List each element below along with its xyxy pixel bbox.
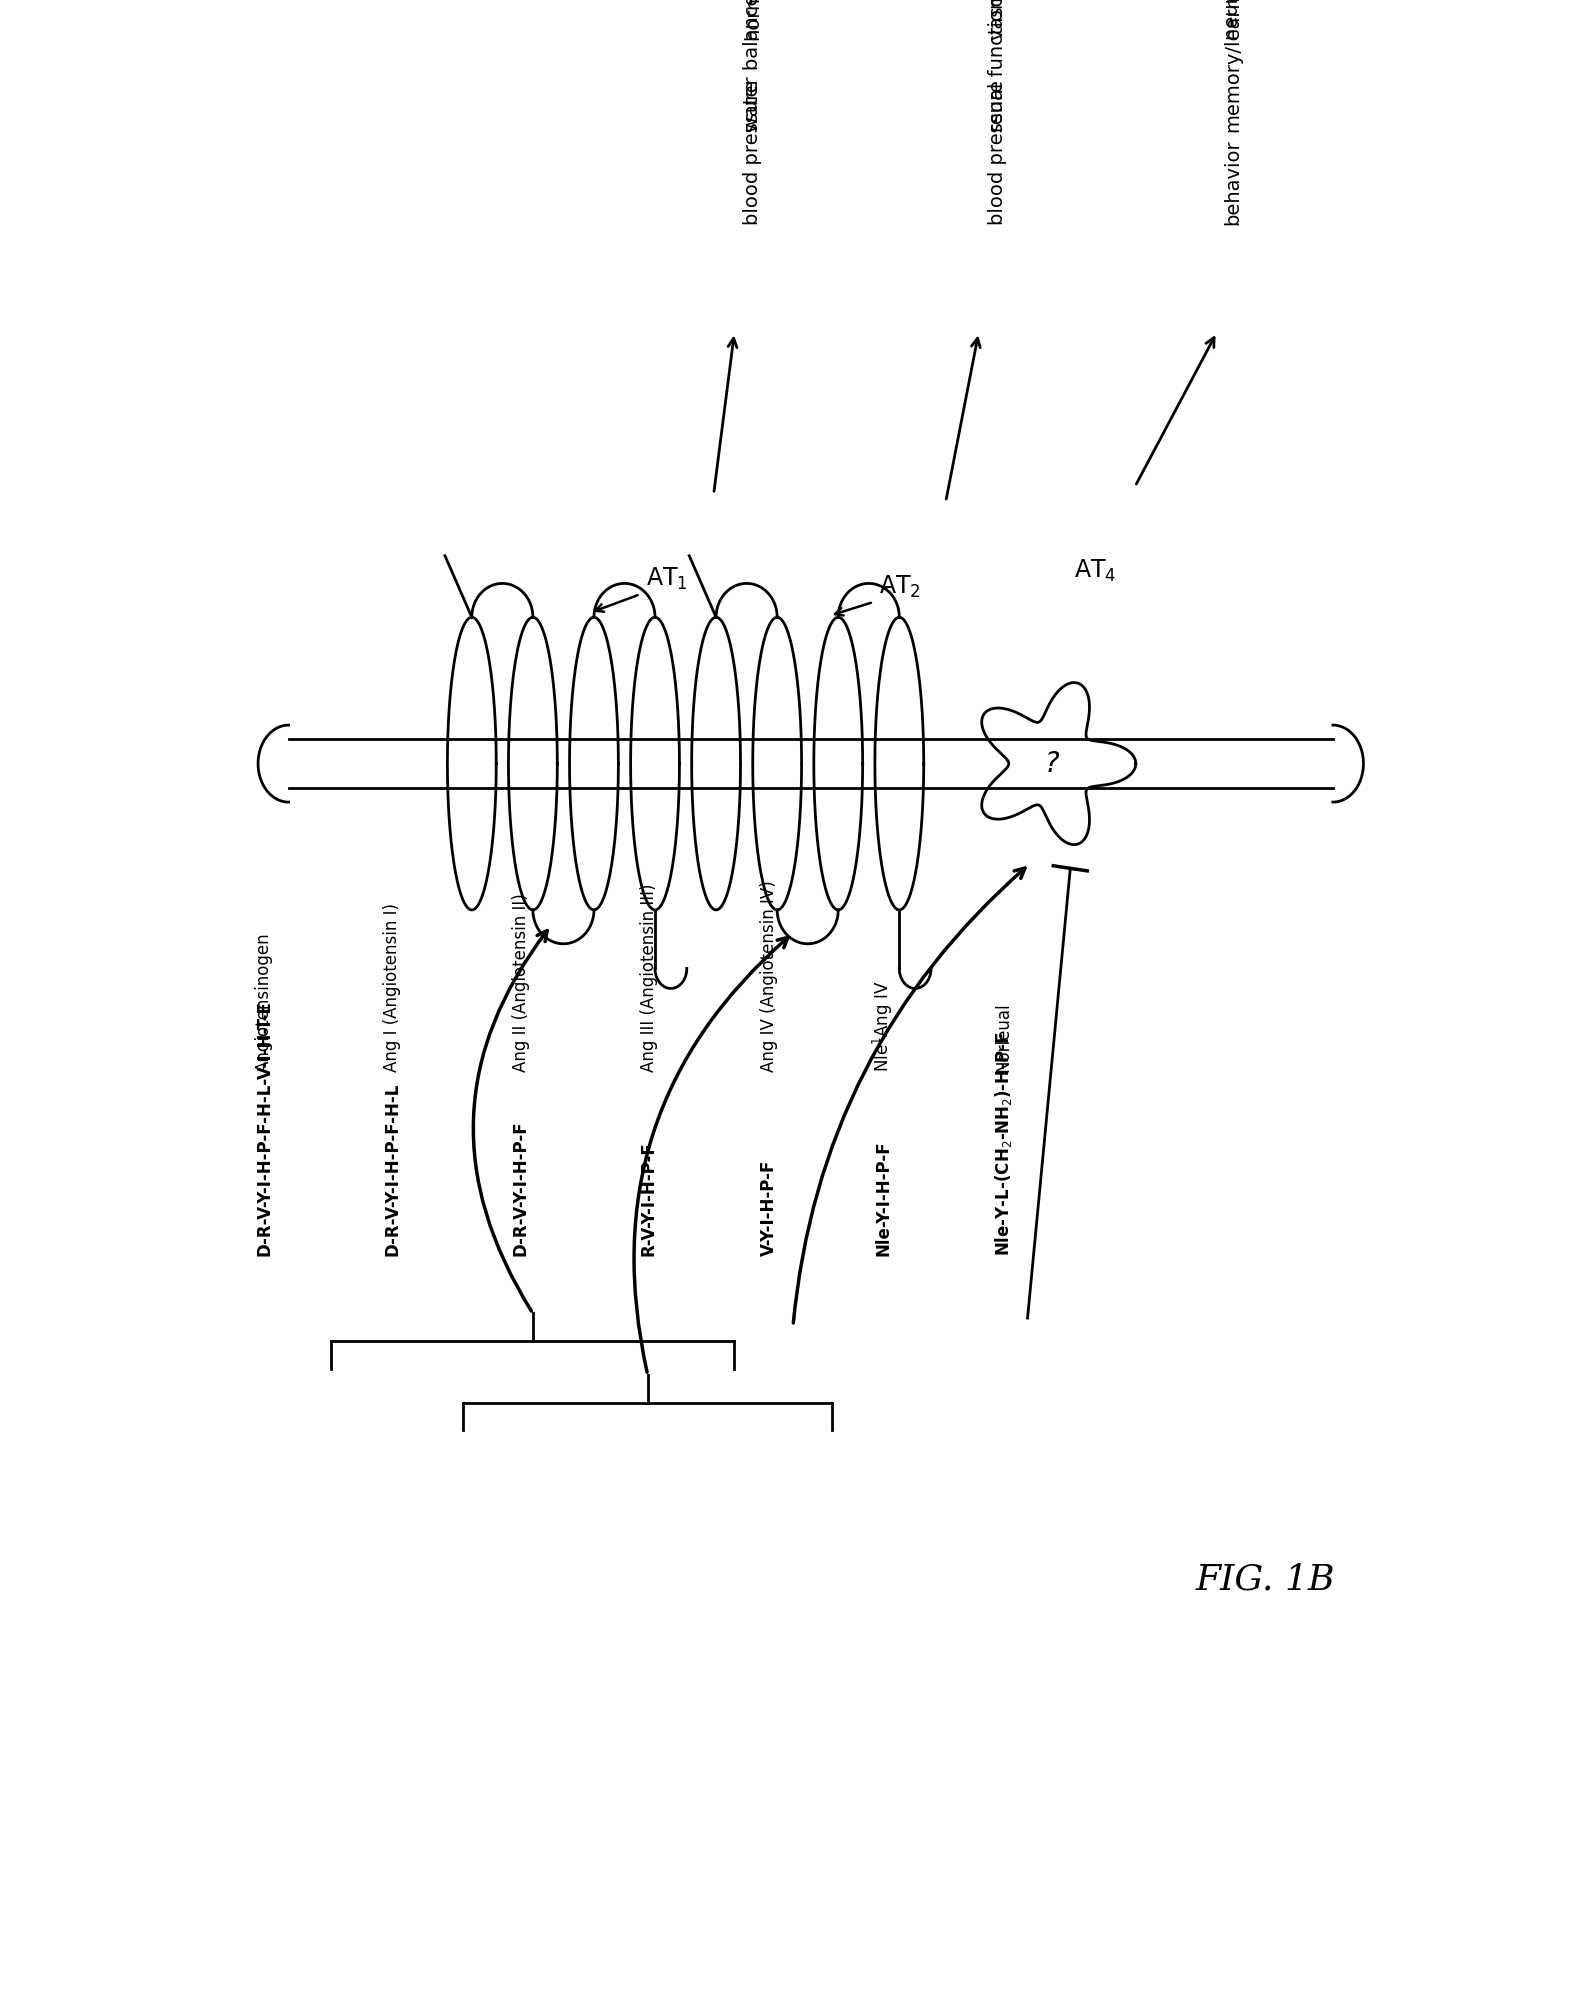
- Text: Nle-Y-I-H-P-F: Nle-Y-I-H-P-F: [875, 1140, 892, 1256]
- Text: R-V-Y-I-H-P-F: R-V-Y-I-H-P-F: [640, 1142, 657, 1256]
- Text: Nle$^1$Ang IV: Nle$^1$Ang IV: [872, 980, 895, 1072]
- Text: D-R-V-Y-I-H-P-F-H-L: D-R-V-Y-I-H-P-F-H-L: [383, 1084, 402, 1256]
- Text: neural plasticity: neural plasticity: [1223, 0, 1242, 40]
- Text: behavior: behavior: [1223, 138, 1242, 224]
- Text: blood pressure: blood pressure: [744, 80, 763, 224]
- Text: FIG. 1B: FIG. 1B: [1196, 1562, 1335, 1596]
- Text: hormones: hormones: [744, 0, 763, 40]
- Text: Nle-Y-L-(CH$_2$-NH$_2$)-H-P-F: Nle-Y-L-(CH$_2$-NH$_2$)-H-P-F: [993, 1032, 1013, 1256]
- Text: Ang IV (Angiotensin IV): Ang IV (Angiotensin IV): [760, 880, 777, 1072]
- Text: AT$_2$: AT$_2$: [878, 574, 920, 600]
- Text: D-R-V-Y-I-H-P-F: D-R-V-Y-I-H-P-F: [512, 1120, 530, 1256]
- Text: blood pressure: blood pressure: [988, 80, 1007, 224]
- Text: renal function: renal function: [988, 0, 1007, 132]
- Text: vascular growth: vascular growth: [988, 0, 1007, 40]
- Text: AT$_4$: AT$_4$: [1073, 558, 1116, 584]
- Text: V-Y-I-H-P-F: V-Y-I-H-P-F: [760, 1160, 777, 1256]
- Text: Ang III (Angiotensin III): Ang III (Angiotensin III): [640, 884, 657, 1072]
- Text: water balance: water balance: [744, 0, 763, 132]
- Text: ?: ?: [1045, 750, 1059, 778]
- Text: AT$_1$: AT$_1$: [646, 566, 689, 592]
- Text: Angiotensinogen: Angiotensinogen: [255, 932, 273, 1072]
- Text: Norleual: Norleual: [994, 1002, 1012, 1072]
- Text: memory/learning: memory/learning: [1223, 0, 1242, 132]
- Text: D-R-V-Y-I-H-P-F-H-L-V-I-H-T-E: D-R-V-Y-I-H-P-F-H-L-V-I-H-T-E: [255, 1000, 273, 1256]
- Text: Ang II (Angiotensin II): Ang II (Angiotensin II): [512, 892, 530, 1072]
- Text: Ang I (Angiotensin I): Ang I (Angiotensin I): [383, 902, 402, 1072]
